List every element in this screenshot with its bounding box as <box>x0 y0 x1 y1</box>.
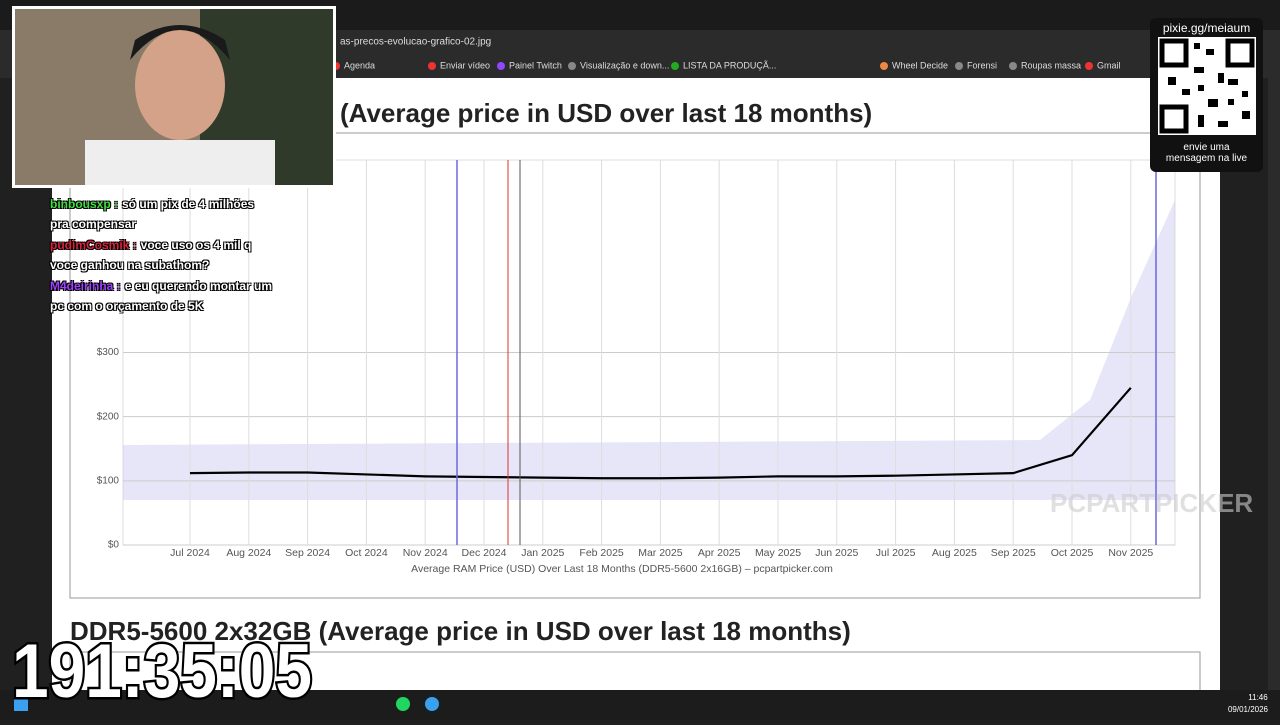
file-name: as-precos-evolucao-grafico-02.jpg <box>340 37 491 48</box>
start-button[interactable] <box>14 697 28 711</box>
x-tick-label: Nov 2024 <box>403 547 448 559</box>
x-tick-label: Mar 2025 <box>638 547 683 559</box>
clock-time: 11:46 <box>1248 693 1268 702</box>
webcam-face <box>135 30 225 140</box>
spotify-icon[interactable] <box>396 697 410 711</box>
chat-message: binbousxp : só um pix de 4 milhões pra co… <box>50 194 275 234</box>
chat-message: M4deirinha :e eu querendo montar um pc c… <box>50 276 275 316</box>
price-band <box>123 200 1175 500</box>
chat-text: e eu querendo montar um pc com o orçamen… <box>50 279 273 313</box>
x-tick-label: Aug 2025 <box>932 547 977 559</box>
x-tick-label: Oct 2024 <box>345 547 388 559</box>
bookmark: Forensi <box>967 60 997 70</box>
bookmark-icon <box>880 62 888 70</box>
subathon-timer: 191:35:05 <box>12 629 312 714</box>
x-tick-label: Jan 2025 <box>521 547 564 559</box>
x-tick-label: Oct 2025 <box>1051 547 1094 559</box>
qr-modules <box>1167 43 1250 127</box>
app-icon[interactable] <box>425 697 439 711</box>
webcam-hair <box>130 25 230 60</box>
bookmark-icon <box>568 62 576 70</box>
x-tick-label: Sep 2025 <box>991 547 1036 559</box>
bookmark-icon <box>428 62 436 70</box>
qr-finder <box>1159 38 1188 68</box>
bookmark: Agenda <box>344 60 375 70</box>
y-tick-label: $200 <box>97 411 120 422</box>
x-tick-label: Feb 2025 <box>579 547 624 559</box>
chat-user: pudimCosmik : <box>50 238 137 252</box>
qr-code <box>1157 37 1256 135</box>
price-line <box>189 387 1132 480</box>
x-tick-label: May 2025 <box>755 547 801 559</box>
qr-caption: mensagem na live <box>1165 153 1248 164</box>
bookmark: Painel Twitch <box>509 60 562 70</box>
chat-user: binbousxp : <box>50 197 118 211</box>
x-tick-label: Dec 2024 <box>462 547 507 559</box>
qr-finder <box>1159 104 1188 134</box>
bookmark: LISTA DA PRODUÇÃ... <box>683 60 776 70</box>
chat-message: pudimCosmik : voce uso os 4 mil q voce ga… <box>50 235 275 275</box>
bookmark-icon <box>1085 62 1093 70</box>
bookmarks: Agenda Enviar vídeo Painel Twitch Visualiza… <box>332 60 1121 70</box>
heading: (Average price in USD over last 18 month… <box>340 98 872 128</box>
x-tick-label: Nov 2025 <box>1108 547 1153 559</box>
chat-user: M4deirinha : <box>50 279 121 293</box>
x-tick-label: Jun 2025 <box>815 547 858 559</box>
x-tick-label: Jul 2024 <box>170 547 210 559</box>
y-tick-label: $300 <box>97 347 120 358</box>
x-tick-label: Apr 2025 <box>698 547 741 559</box>
bookmark: Roupas massa <box>1021 60 1081 70</box>
heading: DDR5-5600 2x32GB (Average price in USD o… <box>70 616 851 646</box>
chat-text: só um pix de 4 milhões pra compensar <box>50 197 255 231</box>
webcam-shirt <box>85 140 275 185</box>
bookmark-icon <box>955 62 963 70</box>
y-tick-label: $100 <box>97 475 120 486</box>
x-axis-label: Average RAM Price (USD) Over Last 18 Mon… <box>411 563 833 575</box>
bookmark: Visualização e down... <box>580 60 669 70</box>
x-tick-label: Aug 2024 <box>226 547 271 559</box>
chart: $0 $100 $200 $300 Jul 2024 Aug 2024 Sep 2024 Oc… <box>97 160 1175 559</box>
bookmark: Wheel Decide <box>892 60 948 70</box>
qr-overlay: pixie.gg/meiaum envie uma mensagem na li… <box>1150 18 1263 172</box>
qr-caption: envie uma <box>1183 142 1230 153</box>
chat-text: voce uso os 4 mil q voce ganhou na subat… <box>50 238 252 272</box>
bookmark: Enviar vídeo <box>440 60 490 70</box>
bookmark-icon <box>497 62 505 70</box>
clock-date: 09/01/2026 <box>1228 705 1269 714</box>
bookmark-icon <box>671 62 679 70</box>
scrollbar <box>1268 78 1280 690</box>
qr-finder <box>1225 38 1254 68</box>
qr-link: pixie.gg/meiaum <box>1162 21 1251 35</box>
taskbar <box>0 690 1280 720</box>
watermark: PCPARTPICKER <box>1050 488 1253 518</box>
x-tick-label: Sep 2024 <box>285 547 330 559</box>
x-tick-label: Jul 2025 <box>876 547 916 559</box>
chart-frame <box>69 132 1201 599</box>
bookmark: Gmail <box>1097 60 1121 70</box>
y-tick-label: $0 <box>108 540 120 551</box>
bookmark-icon <box>1009 62 1017 70</box>
